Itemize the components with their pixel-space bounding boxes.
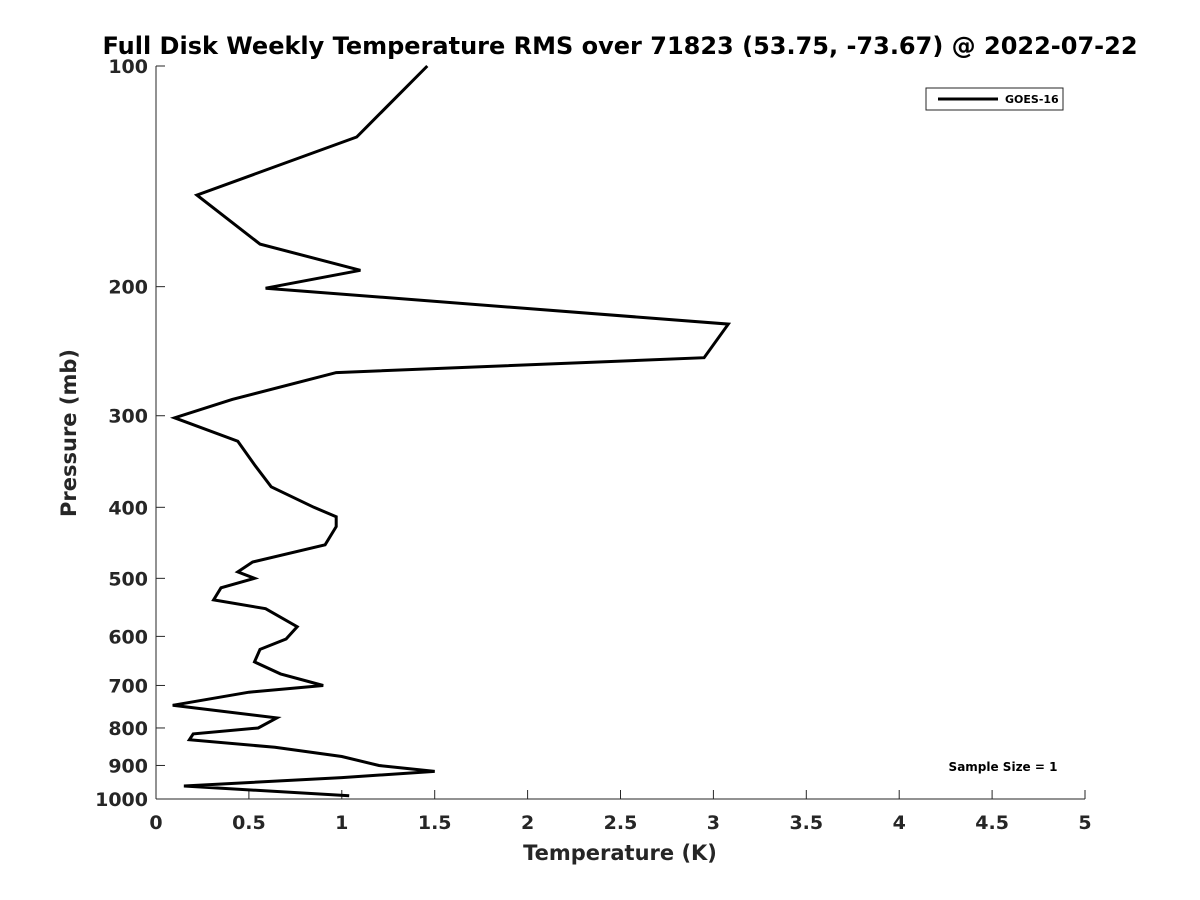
x-tick-label: 1 — [335, 812, 348, 834]
sample-size-annotation: Sample Size = 1 — [949, 760, 1058, 774]
x-tick-label: 3 — [707, 812, 720, 834]
legend-label-goes-16: GOES-16 — [1005, 93, 1059, 106]
x-tick-label: 0 — [149, 812, 162, 834]
y-tick-label: 1000 — [95, 789, 148, 811]
y-tick-label: 600 — [108, 626, 148, 648]
series-line-goes-16 — [169, 64, 732, 798]
axes: 0 0.5 1 1.5 2 2.5 3 3.5 4 4.5 5 100 200 300 400 500 600 7… — [95, 56, 1092, 834]
y-tick-label: 100 — [108, 56, 148, 78]
x-tick-label: 2.5 — [604, 812, 638, 834]
x-tick-label: 4.5 — [975, 812, 1009, 834]
x-tick-label: 4 — [893, 812, 906, 834]
legend: GOES-16 — [925, 87, 1064, 111]
x-tick-label: 3.5 — [789, 812, 823, 834]
chart-title: Full Disk Weekly Temperature RMS over 71… — [102, 32, 1137, 60]
y-tick-label: 700 — [108, 675, 148, 697]
y-tick-label: 900 — [108, 755, 148, 777]
y-tick-label: 300 — [108, 406, 148, 428]
y-axis-label: Pressure (mb) — [57, 349, 81, 517]
x-axis-label: Temperature (K) — [523, 841, 717, 865]
y-tick-label: 400 — [108, 497, 148, 519]
series-layer — [169, 64, 732, 798]
x-tick-label: 0.5 — [232, 812, 266, 834]
y-tick-label: 800 — [108, 718, 148, 740]
x-tick-label: 2 — [521, 812, 534, 834]
y-tick-label: 500 — [108, 568, 148, 590]
x-tick-label: 5 — [1078, 812, 1091, 834]
x-tick-label: 1.5 — [418, 812, 452, 834]
y-tick-label: 200 — [108, 277, 148, 299]
